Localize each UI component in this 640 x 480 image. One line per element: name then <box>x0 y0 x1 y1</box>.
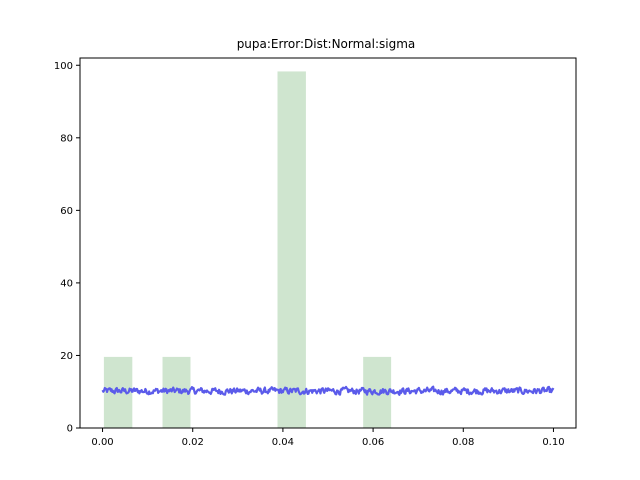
x-axis: 0.00 0.02 0.04 0.06 0.08 0.10 <box>91 428 565 448</box>
y-tick-label: 0 <box>67 424 73 435</box>
y-axis: 0 20 40 60 80 100 <box>54 61 80 435</box>
x-tick-label: 0.02 <box>182 437 204 448</box>
y-tick-label: 80 <box>60 133 73 144</box>
x-tick-label: 0.00 <box>91 437 113 448</box>
y-tick-label: 20 <box>60 351 73 362</box>
x-tick-label: 0.08 <box>452 437 474 448</box>
x-tick-label: 0.06 <box>362 437 384 448</box>
x-tick-label: 0.04 <box>272 437 294 448</box>
chart-title: pupa:Error:Dist:Normal:sigma <box>237 37 416 51</box>
y-tick-label: 40 <box>60 278 73 289</box>
line-layer <box>101 385 555 396</box>
series-line <box>101 385 555 396</box>
y-tick-label: 100 <box>54 61 73 72</box>
bars-layer <box>103 71 392 428</box>
x-tick-label: 0.10 <box>542 437 564 448</box>
histogram-bar-2 <box>277 71 306 428</box>
plot-frame <box>79 57 577 429</box>
y-tick-label: 60 <box>60 206 73 217</box>
